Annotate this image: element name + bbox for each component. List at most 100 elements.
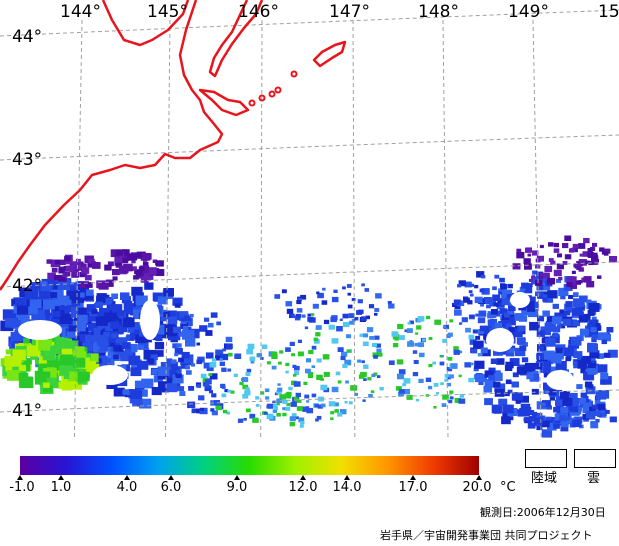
sst-pixel bbox=[105, 358, 111, 363]
sst-pixel bbox=[447, 332, 453, 337]
sst-pixel bbox=[127, 343, 138, 353]
sst-pixel bbox=[536, 255, 544, 262]
sst-pixel bbox=[536, 425, 543, 431]
sst-pixel bbox=[363, 333, 369, 338]
sst-pixel bbox=[535, 279, 543, 286]
sst-pixel bbox=[492, 372, 503, 381]
sst-pixel bbox=[65, 265, 74, 272]
sst-pixel bbox=[312, 303, 319, 309]
sst-pixel bbox=[552, 303, 559, 309]
sst-pixel bbox=[556, 324, 562, 329]
sst-pixel bbox=[493, 302, 499, 307]
sst-pixel bbox=[182, 317, 193, 327]
sst-pixel bbox=[77, 371, 90, 382]
sst-pixel bbox=[564, 310, 571, 316]
coastline-shiretoko bbox=[208, 0, 264, 78]
sst-pixel bbox=[2, 309, 16, 320]
sst-pixel bbox=[583, 276, 592, 283]
sst-pixel bbox=[494, 274, 500, 279]
sst-pixel bbox=[285, 362, 290, 367]
sst-pixel bbox=[543, 373, 550, 378]
sst-pixel bbox=[474, 374, 485, 383]
sst-pixel bbox=[376, 348, 382, 353]
sst-pixel bbox=[95, 316, 108, 326]
sst-pixel bbox=[196, 408, 203, 414]
sst-pixel bbox=[362, 341, 369, 347]
sst-pixel bbox=[516, 248, 522, 253]
sst-pixel bbox=[508, 348, 515, 353]
sst-pixel bbox=[496, 358, 505, 365]
sst-pixel bbox=[50, 317, 60, 325]
sst-pixel bbox=[289, 421, 296, 427]
sst-pixel bbox=[499, 277, 505, 283]
sst-pixel bbox=[315, 332, 321, 337]
sst-pixel bbox=[128, 253, 138, 261]
sst-pixel bbox=[245, 387, 250, 392]
sst-pixel bbox=[315, 418, 319, 422]
sst-pixel bbox=[239, 381, 244, 386]
sst-pixel bbox=[580, 392, 588, 398]
sst-pixel bbox=[565, 254, 571, 259]
sst-pixel bbox=[433, 383, 439, 387]
sst-pixel bbox=[323, 371, 330, 377]
coastline-shikotan bbox=[312, 40, 347, 68]
sst-pixel bbox=[342, 363, 348, 368]
sst-pixel bbox=[113, 387, 125, 397]
sst-pixel bbox=[464, 362, 472, 368]
sst-pixel bbox=[272, 404, 277, 408]
sst-pixel bbox=[374, 308, 380, 312]
sst-pixel bbox=[282, 407, 286, 411]
sst-pixel bbox=[26, 345, 41, 357]
coastline-islet bbox=[268, 90, 276, 98]
sst-pixel bbox=[444, 378, 449, 382]
sst-pixel bbox=[42, 384, 53, 393]
sst-pixel bbox=[344, 401, 348, 404]
sst-pixel bbox=[531, 388, 539, 395]
sst-pixel bbox=[544, 265, 553, 273]
sst-pixel bbox=[493, 381, 501, 388]
coastline-hokkaido bbox=[0, 0, 224, 291]
sst-pixel bbox=[375, 343, 381, 348]
sst-pixel bbox=[536, 353, 544, 360]
sst-pixel bbox=[470, 362, 474, 366]
sst-pixel bbox=[108, 304, 123, 315]
sst-pixel bbox=[497, 298, 506, 305]
sst-pixel bbox=[138, 389, 148, 397]
sst-pixel bbox=[205, 384, 209, 388]
sst-pixel bbox=[171, 359, 177, 364]
sst-pixel bbox=[57, 280, 70, 290]
sst-pixel bbox=[349, 320, 355, 325]
sst-pixel bbox=[68, 325, 77, 332]
sst-pixel bbox=[120, 351, 133, 362]
sst-pixel bbox=[570, 399, 580, 407]
sst-pixel bbox=[180, 317, 186, 322]
sst-pixel bbox=[454, 304, 461, 310]
sst-pixel bbox=[560, 425, 569, 432]
sst-pixel bbox=[458, 280, 466, 287]
sst-pixel bbox=[371, 373, 376, 377]
meridian-line bbox=[352, 19, 356, 440]
sst-pixel bbox=[578, 243, 586, 249]
sst-pixel bbox=[434, 319, 441, 325]
sst-pixel bbox=[167, 316, 178, 325]
sst-pixel bbox=[342, 286, 346, 290]
sst-pixel bbox=[141, 378, 154, 389]
sst-pixel bbox=[61, 348, 73, 358]
sst-pixel bbox=[498, 321, 507, 328]
sst-pixel bbox=[135, 334, 146, 344]
sst-pixel bbox=[548, 242, 554, 247]
sst-pixel bbox=[498, 398, 508, 406]
sst-pixel bbox=[47, 276, 61, 286]
sst-pixel bbox=[587, 343, 598, 353]
sst-pixel bbox=[224, 389, 229, 393]
sst-pixel bbox=[271, 365, 277, 370]
coastline-kunashiri bbox=[198, 88, 250, 117]
sst-pixel bbox=[277, 383, 281, 386]
sst-pixel bbox=[591, 252, 598, 258]
sst-pixel bbox=[499, 308, 508, 315]
sst-pixel bbox=[594, 325, 602, 331]
sst-pixel bbox=[138, 266, 145, 272]
sst-pixel bbox=[537, 345, 545, 351]
sst-pixel bbox=[261, 344, 268, 349]
sst-pixel bbox=[576, 261, 583, 267]
